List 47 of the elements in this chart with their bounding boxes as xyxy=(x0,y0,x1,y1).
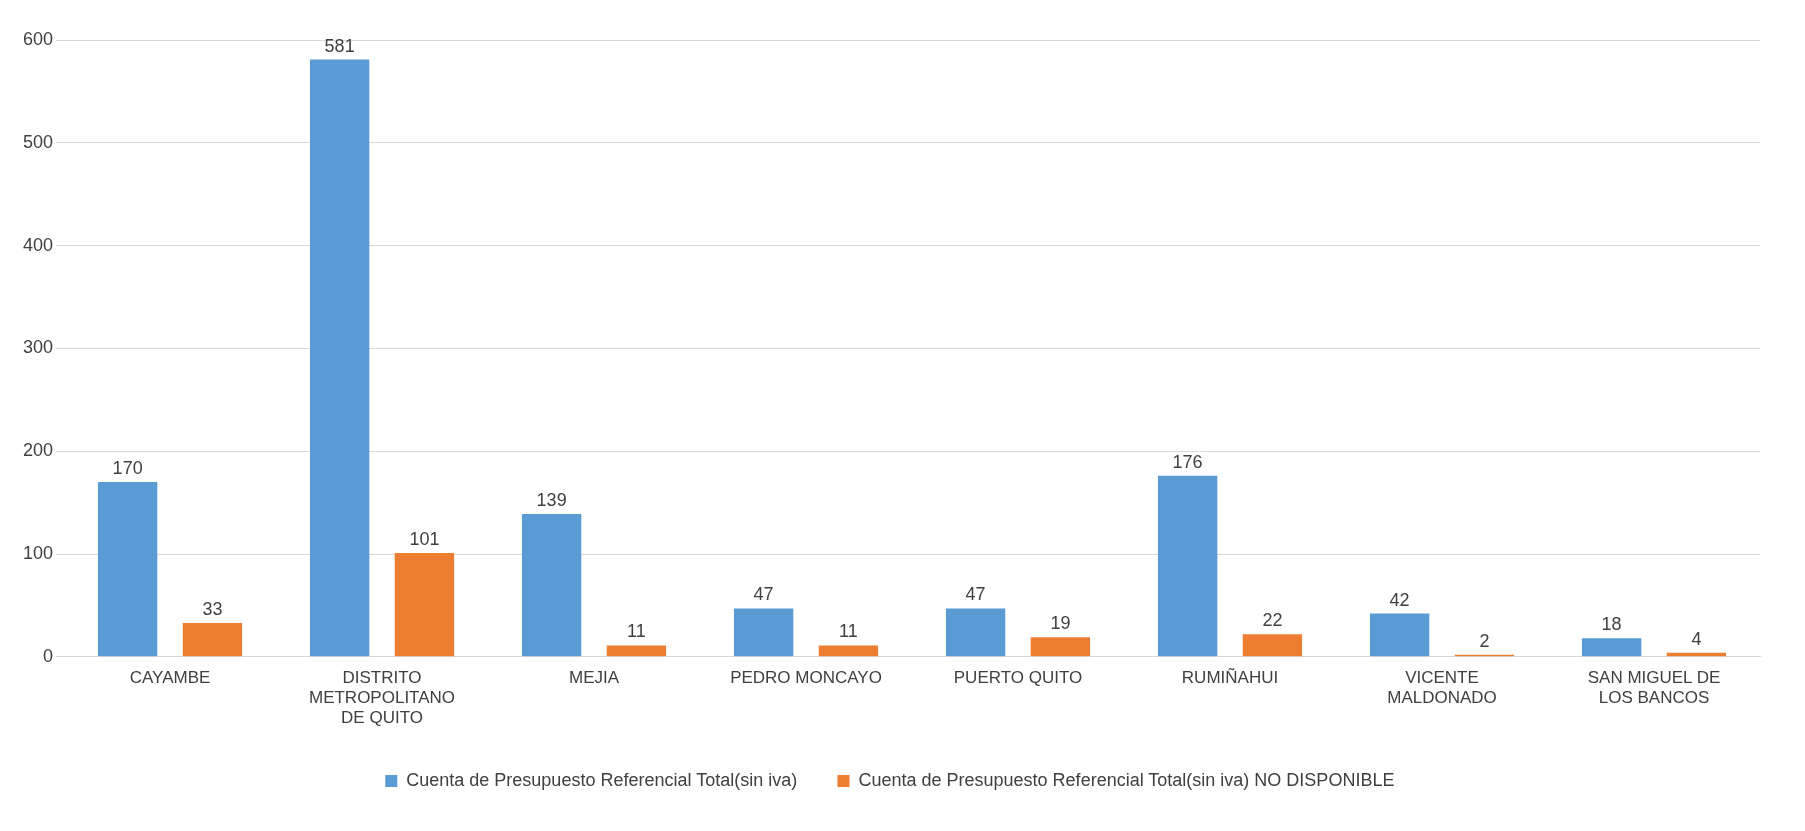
y-tick-label: 400 xyxy=(22,234,54,255)
x-tick-label: PEDRO MONCAYO xyxy=(730,667,882,687)
bar xyxy=(606,645,667,657)
bar xyxy=(733,608,794,657)
bar xyxy=(182,622,243,657)
bar xyxy=(1242,634,1303,657)
legend-label: Cuenta de Presupuesto Referencial Total(sin iva) xyxy=(406,769,798,790)
data-label: 170 xyxy=(112,458,143,479)
data-label: 42 xyxy=(1389,589,1410,610)
bar xyxy=(97,482,158,657)
data-label: 47 xyxy=(965,584,986,605)
y-tick-label: 0 xyxy=(43,645,54,666)
data-label: 11 xyxy=(839,621,858,642)
data-label: 47 xyxy=(753,584,774,605)
x-tick-label: CAYAMBE xyxy=(129,667,211,687)
x-tick-label: MEJIA xyxy=(568,667,620,687)
data-label: 4 xyxy=(1691,628,1702,649)
bar xyxy=(818,645,879,657)
y-tick-label: 500 xyxy=(22,131,54,152)
bar xyxy=(1369,613,1430,657)
data-label: 2 xyxy=(1479,630,1490,651)
bar xyxy=(945,608,1006,657)
y-tick-label: 100 xyxy=(22,542,54,563)
bar xyxy=(1157,475,1218,657)
y-tick-label: 300 xyxy=(22,337,54,358)
data-label: 139 xyxy=(536,489,567,510)
data-label: 176 xyxy=(1172,451,1203,472)
bar xyxy=(394,552,455,657)
bar xyxy=(1581,638,1642,657)
bar xyxy=(309,59,370,657)
bar xyxy=(1030,637,1091,657)
legend-label: Cuenta de Presupuesto Referencial Total(sin iva) NO DISPONIBLE xyxy=(858,769,1395,790)
data-label: 33 xyxy=(202,598,223,619)
data-label: 18 xyxy=(1601,614,1622,635)
x-tick-label: RUMIÑAHUI xyxy=(1181,667,1279,687)
y-tick-label: 600 xyxy=(22,28,54,49)
x-tick-label: SAN MIGUEL DE LOS BANCOS xyxy=(1587,667,1721,708)
x-tick-label: DISTRITO METROPOLITANO DE QUITO xyxy=(308,667,456,728)
x-tick-label: VICENTE MALDONADO xyxy=(1387,667,1497,708)
data-label: 19 xyxy=(1050,613,1071,634)
data-label: 22 xyxy=(1262,610,1283,631)
data-label: 11 xyxy=(627,621,646,642)
data-label: 101 xyxy=(409,528,440,549)
bar xyxy=(521,513,582,657)
y-tick-label: 200 xyxy=(22,440,54,461)
data-label: 581 xyxy=(324,35,355,56)
x-tick-label: PUERTO QUITO xyxy=(953,667,1083,687)
